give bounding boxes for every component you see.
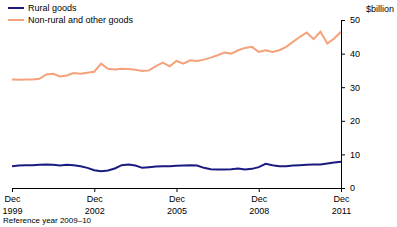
x-tick: Dec2008 bbox=[249, 188, 269, 216]
y-axis: 0 10 20 30 40 50 bbox=[341, 15, 360, 193]
legend-swatch bbox=[8, 7, 24, 9]
y-tick-label: 30 bbox=[350, 83, 360, 93]
series-line bbox=[12, 162, 341, 171]
x-tick-mark bbox=[94, 188, 95, 192]
y-tick-label: 10 bbox=[350, 150, 360, 160]
y-tick: 30 bbox=[341, 83, 360, 93]
y-tick-mark bbox=[341, 54, 345, 55]
x-tick-label: Dec2005 bbox=[167, 194, 187, 215]
y-tick: 10 bbox=[341, 150, 360, 160]
y-tick-mark bbox=[341, 87, 345, 88]
x-tick-label: Dec2008 bbox=[249, 194, 269, 215]
y-tick-mark bbox=[341, 154, 345, 155]
x-tick-mark bbox=[12, 188, 13, 192]
y-tick-label: 50 bbox=[350, 15, 360, 25]
y-tick: 20 bbox=[341, 116, 360, 126]
series-line bbox=[12, 32, 341, 80]
legend: Rural goods Non-rural and other goods bbox=[8, 3, 134, 25]
y-tick-mark bbox=[341, 20, 345, 21]
y-axis-line bbox=[342, 21, 346, 189]
x-tick-mark bbox=[259, 188, 260, 192]
x-tick: Dec2002 bbox=[85, 188, 105, 216]
y-axis-title: $billion bbox=[366, 4, 394, 14]
y-tick-mark bbox=[341, 121, 345, 122]
plot-area bbox=[12, 32, 341, 171]
x-tick-label: Dec2002 bbox=[85, 194, 105, 215]
legend-swatch bbox=[8, 19, 24, 21]
footnote: Reference year 2009–10 bbox=[3, 216, 92, 225]
x-tick-label: Dec1999 bbox=[2, 194, 22, 215]
y-tick-label: 40 bbox=[350, 49, 360, 59]
legend-label: Non-rural and other goods bbox=[28, 15, 134, 25]
legend-label: Rural goods bbox=[28, 3, 77, 13]
x-tick: Dec2011 bbox=[332, 188, 351, 216]
y-tick-label: 0 bbox=[350, 183, 355, 193]
chart: Dec1999 Dec2002 Dec2005 Dec2008 Dec20110 10 20… bbox=[0, 0, 397, 227]
y-tick: 50 bbox=[341, 15, 360, 25]
x-tick-label: Dec2011 bbox=[332, 194, 351, 215]
y-tick-mark bbox=[341, 188, 345, 189]
x-tick: Dec1999 bbox=[2, 188, 22, 216]
x-tick: Dec2005 bbox=[167, 188, 187, 216]
x-tick-mark bbox=[177, 188, 178, 192]
y-tick: 0 bbox=[341, 183, 355, 193]
y-tick-label: 20 bbox=[350, 116, 360, 126]
x-axis-line bbox=[13, 189, 342, 193]
y-tick: 40 bbox=[341, 49, 360, 59]
x-axis: Dec1999 Dec2002 Dec2005 Dec2008 Dec2011 bbox=[2, 188, 351, 216]
